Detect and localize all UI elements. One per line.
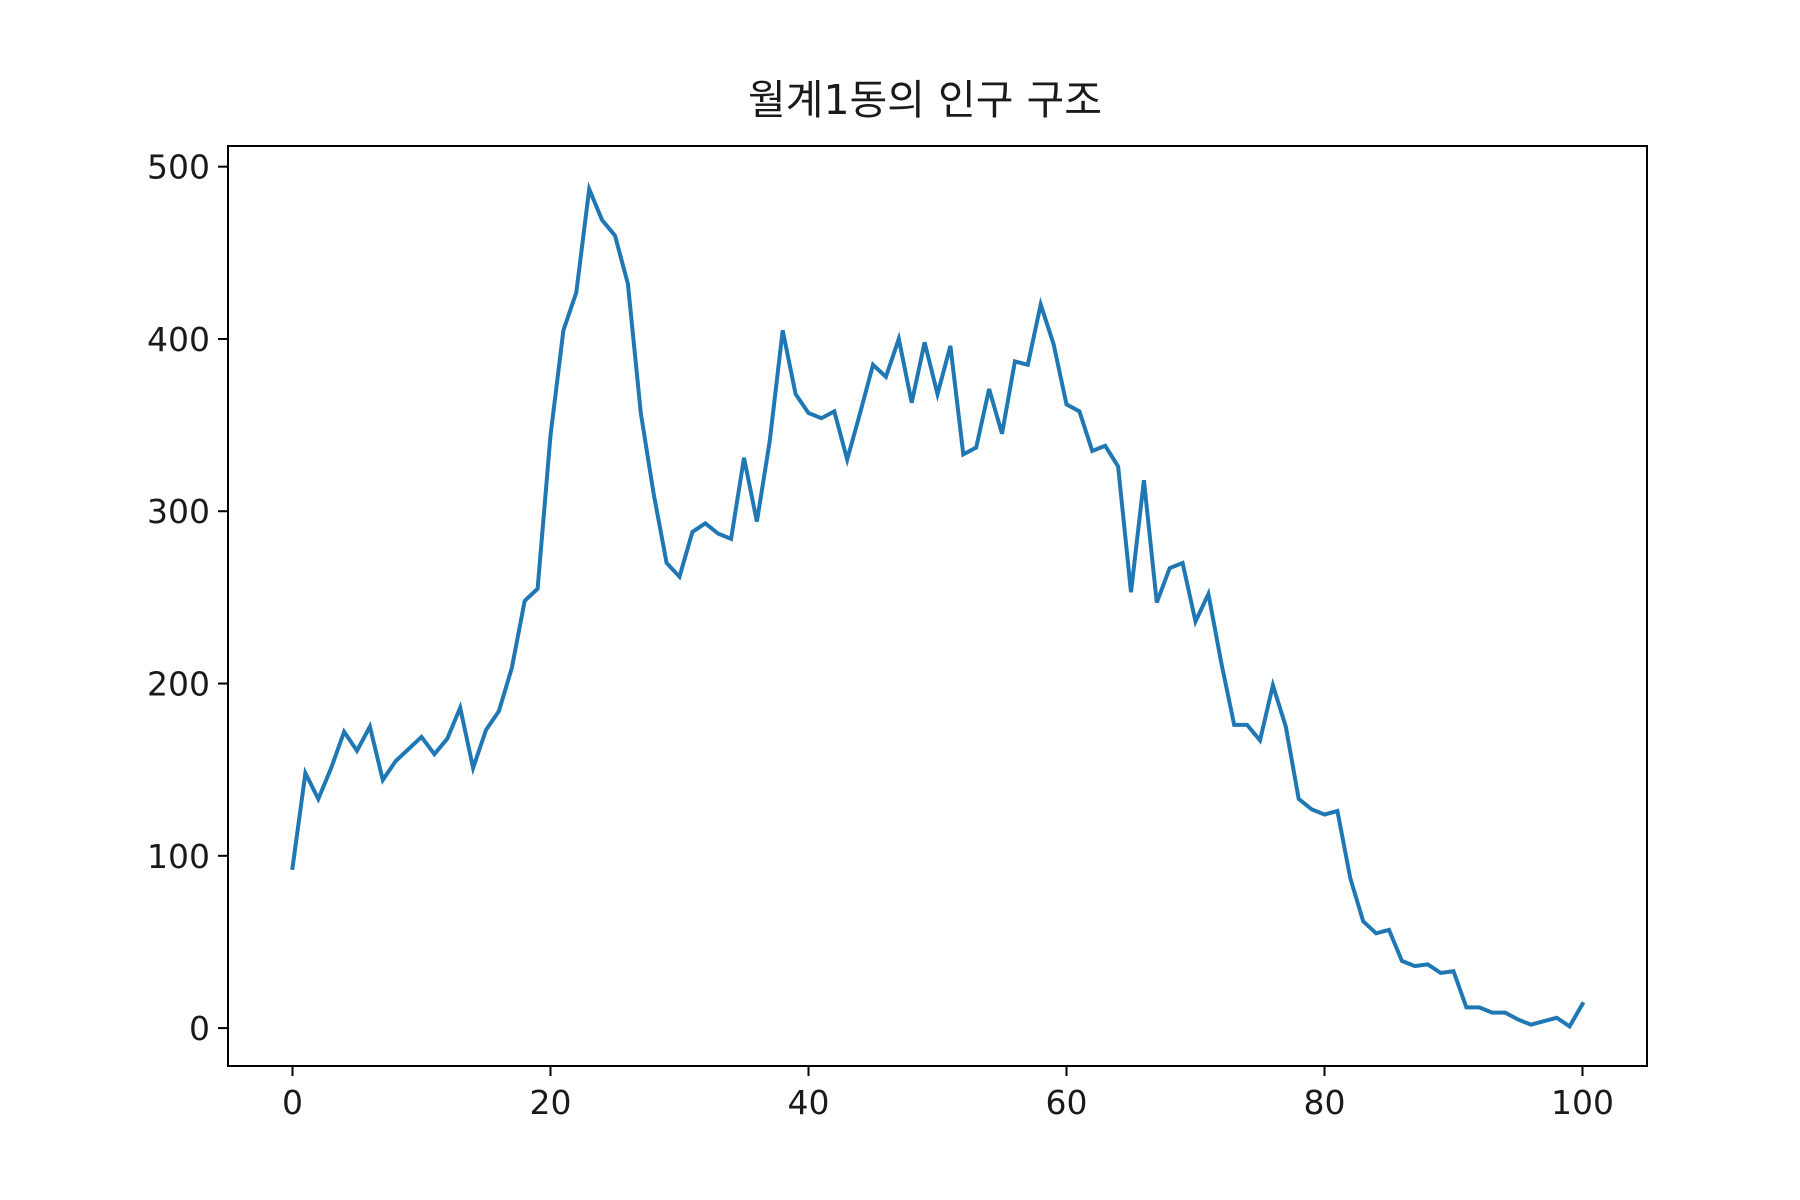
y-tick-label: 500 (147, 148, 210, 187)
x-tick-label: 60 (1046, 1083, 1088, 1122)
chart-axes: 0 20 40 60 80 100 0 100 200 300 400 500 (147, 145, 1648, 1122)
chart-marks (290, 181, 1586, 1030)
x-tick-label: 100 (1551, 1083, 1614, 1122)
y-tick-label: 0 (189, 1009, 210, 1048)
y-tick-label: 100 (147, 837, 210, 876)
x-tick-label: 0 (282, 1083, 303, 1122)
y-tick-label: 300 (147, 492, 210, 531)
y-tick-label: 200 (147, 665, 210, 704)
x-tick-label: 80 (1304, 1083, 1346, 1122)
y-tick-label: 400 (147, 320, 210, 359)
x-tick-label: 40 (788, 1083, 830, 1122)
plot-frame (227, 145, 1648, 1067)
chart-title: 월계1동의 인구 구조 (748, 76, 1102, 124)
series-line (290, 181, 1586, 1030)
x-tick-label: 20 (530, 1083, 572, 1122)
